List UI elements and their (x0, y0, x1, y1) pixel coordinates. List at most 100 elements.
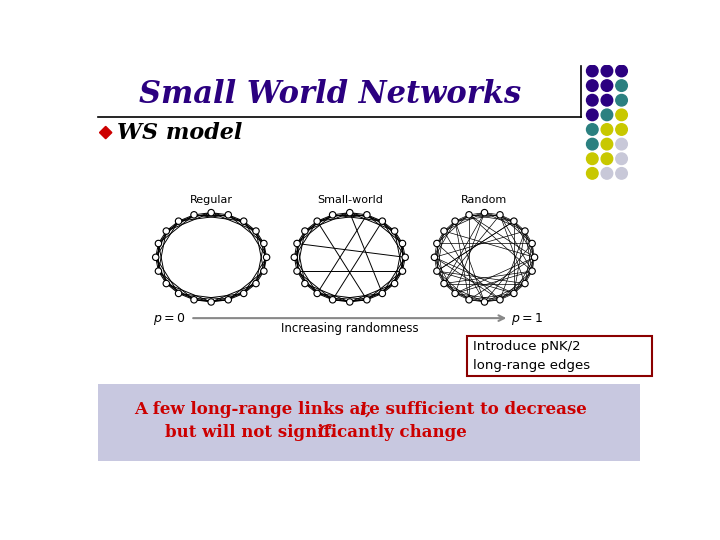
Circle shape (315, 219, 319, 223)
Circle shape (601, 94, 613, 106)
Circle shape (453, 292, 457, 295)
Circle shape (587, 65, 598, 77)
Circle shape (498, 298, 502, 302)
Circle shape (601, 80, 613, 91)
Circle shape (587, 94, 598, 106)
Text: A few long-range links are sufficient to decrease: A few long-range links are sufficient to… (134, 401, 593, 418)
Circle shape (330, 213, 335, 217)
Circle shape (302, 228, 308, 234)
Circle shape (153, 254, 159, 260)
Circle shape (240, 218, 247, 224)
Circle shape (400, 269, 405, 273)
Circle shape (225, 212, 231, 218)
Circle shape (587, 109, 598, 120)
Circle shape (616, 109, 627, 120)
Bar (467, 336, 652, 376)
Text: C.: C. (318, 424, 337, 441)
Circle shape (330, 212, 336, 218)
Bar (98, 384, 640, 461)
Circle shape (154, 255, 158, 259)
Circle shape (292, 255, 296, 259)
Circle shape (431, 254, 438, 260)
Circle shape (163, 228, 169, 234)
Circle shape (441, 228, 447, 234)
Circle shape (176, 219, 181, 223)
Circle shape (191, 296, 197, 303)
Text: Introduce pNK/2
long-range edges: Introduce pNK/2 long-range edges (473, 340, 590, 372)
Circle shape (453, 219, 457, 223)
Circle shape (314, 291, 320, 296)
Circle shape (434, 268, 440, 274)
Circle shape (601, 65, 613, 77)
Circle shape (303, 229, 307, 233)
Circle shape (240, 291, 247, 296)
Circle shape (295, 241, 299, 245)
Circle shape (402, 254, 408, 260)
Circle shape (253, 228, 259, 234)
Circle shape (364, 212, 370, 218)
Circle shape (176, 292, 181, 295)
Circle shape (261, 268, 267, 274)
Circle shape (254, 229, 258, 233)
Circle shape (601, 167, 613, 179)
Circle shape (433, 255, 436, 259)
Polygon shape (99, 126, 112, 139)
Circle shape (466, 296, 472, 303)
Circle shape (192, 298, 196, 302)
Circle shape (400, 241, 405, 245)
Circle shape (392, 228, 397, 234)
Circle shape (176, 218, 181, 224)
Circle shape (302, 280, 308, 287)
Text: Regular: Regular (189, 195, 233, 205)
Circle shape (262, 269, 266, 273)
Circle shape (512, 292, 516, 295)
Circle shape (403, 255, 407, 259)
Circle shape (392, 282, 397, 286)
Circle shape (346, 210, 353, 215)
Circle shape (253, 280, 259, 287)
Circle shape (208, 299, 215, 305)
Circle shape (156, 240, 161, 247)
Text: Random: Random (462, 195, 508, 205)
Text: Small-world: Small-world (317, 195, 383, 205)
Circle shape (530, 269, 534, 273)
Circle shape (482, 210, 487, 215)
Circle shape (587, 138, 598, 150)
Circle shape (164, 282, 168, 286)
Circle shape (265, 255, 269, 259)
Circle shape (210, 300, 213, 304)
Circle shape (587, 80, 598, 91)
Circle shape (226, 298, 230, 302)
Circle shape (242, 219, 246, 223)
Circle shape (163, 280, 169, 287)
Circle shape (523, 282, 527, 286)
Text: $p=0$: $p=0$ (153, 311, 186, 327)
Text: Small World Networks: Small World Networks (140, 78, 521, 110)
Circle shape (294, 268, 300, 274)
Circle shape (497, 212, 503, 218)
Circle shape (601, 109, 613, 120)
Circle shape (365, 213, 369, 217)
Circle shape (616, 80, 627, 91)
Circle shape (616, 94, 627, 106)
Circle shape (616, 65, 627, 77)
Circle shape (510, 291, 517, 296)
Circle shape (616, 138, 627, 150)
Circle shape (531, 254, 538, 260)
Circle shape (261, 240, 267, 247)
Circle shape (529, 240, 535, 247)
Circle shape (295, 269, 299, 273)
Circle shape (348, 211, 351, 214)
Circle shape (156, 241, 161, 245)
Circle shape (294, 240, 300, 247)
Circle shape (435, 241, 438, 245)
Text: l,: l, (359, 401, 372, 418)
Circle shape (442, 282, 446, 286)
Circle shape (400, 240, 405, 247)
Circle shape (452, 218, 458, 224)
Circle shape (156, 268, 161, 274)
Circle shape (392, 280, 397, 287)
Circle shape (291, 254, 297, 260)
Circle shape (330, 296, 336, 303)
Circle shape (379, 291, 385, 296)
